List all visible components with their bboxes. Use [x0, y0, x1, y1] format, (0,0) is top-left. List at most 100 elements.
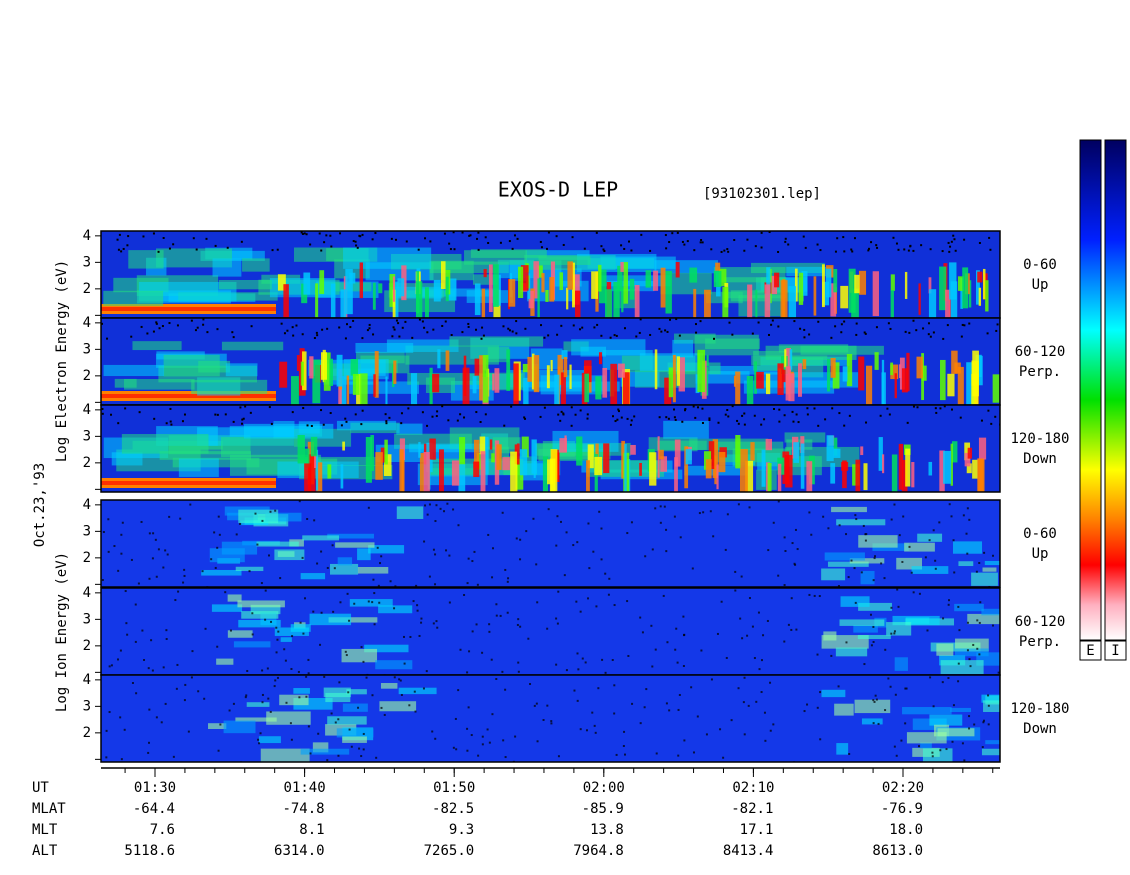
- spectral-patch: [396, 423, 423, 435]
- noise-dot: [418, 634, 421, 637]
- noise-dot: [401, 326, 404, 329]
- spectral-patch: [336, 420, 397, 431]
- noise-dot: [946, 324, 949, 327]
- noise-dot: [353, 602, 356, 605]
- colorbar-label: E: [1086, 643, 1094, 659]
- spectral-streak: [329, 358, 333, 387]
- noise-dot: [847, 576, 850, 579]
- noise-dot: [736, 419, 739, 422]
- noise-dot: [248, 570, 251, 573]
- spectral-streak: [957, 276, 964, 291]
- spectral-streak: [954, 362, 961, 374]
- spectral-streak: [617, 363, 625, 378]
- noise-dot: [875, 698, 878, 701]
- spectral-streak: [365, 436, 372, 483]
- spectral-streak: [826, 435, 834, 462]
- noise-dot: [658, 327, 661, 330]
- noise-dot: [555, 544, 558, 547]
- noise-dot: [674, 648, 677, 651]
- spectral-streak: [992, 374, 1000, 403]
- noise-dot: [502, 739, 505, 742]
- spectral-patch: [409, 443, 486, 453]
- spectral-streak: [437, 349, 441, 369]
- spectral-streak: [860, 446, 864, 456]
- noise-dot: [968, 715, 971, 718]
- noise-dot: [148, 577, 151, 580]
- noise-dot: [191, 650, 194, 653]
- noise-dot: [403, 662, 406, 665]
- spectral-streak: [515, 458, 524, 490]
- spectral-streak: [621, 286, 624, 313]
- noise-dot: [748, 597, 751, 600]
- spectral-streak: [380, 447, 386, 463]
- noise-dot: [746, 634, 749, 637]
- noise-dot: [892, 236, 895, 239]
- spectral-streak: [901, 368, 908, 393]
- spectral-streak: [863, 463, 868, 491]
- noise-dot: [513, 234, 516, 237]
- time-label: 01:50: [433, 780, 475, 796]
- noise-dot: [816, 706, 819, 709]
- noise-dot: [855, 322, 858, 325]
- spectral-streak: [502, 457, 510, 471]
- spectral-streak: [854, 274, 860, 294]
- noise-dot: [533, 704, 536, 707]
- noise-dot: [404, 320, 407, 323]
- noise-dot: [791, 542, 794, 545]
- orbit-value: 17.1: [740, 822, 774, 838]
- noise-dot: [155, 575, 158, 578]
- spectral-streak: [890, 362, 894, 376]
- noise-dot: [216, 546, 219, 549]
- noise-dot: [473, 550, 476, 553]
- noise-dot: [730, 719, 733, 722]
- noise-dot: [266, 667, 269, 670]
- noise-dot: [434, 583, 437, 586]
- spectral-patch: [663, 420, 709, 439]
- spectral-streak: [629, 278, 635, 300]
- noise-dot: [853, 237, 856, 240]
- noise-dot: [695, 331, 698, 334]
- time-label: 01:40: [284, 780, 326, 796]
- spectral-streak: [802, 359, 807, 370]
- noise-dot: [628, 240, 631, 243]
- y-tick-label: 4: [83, 497, 91, 513]
- noise-dot: [987, 704, 990, 707]
- row-label: MLAT: [32, 801, 66, 817]
- noise-dot: [239, 406, 242, 409]
- noise-dot: [131, 681, 134, 684]
- noise-dot: [542, 718, 545, 721]
- noise-dot: [903, 248, 906, 251]
- noise-dot: [393, 607, 396, 610]
- spectral-streak: [315, 283, 319, 318]
- noise-dot: [830, 336, 833, 339]
- noise-dot: [766, 619, 769, 622]
- pitch-angle-label: 0-60: [1023, 257, 1057, 273]
- orbit-value: -82.5: [432, 801, 474, 817]
- noise-dot: [202, 318, 205, 321]
- spectral-streak: [708, 441, 715, 469]
- noise-dot: [468, 650, 471, 653]
- noise-dot: [987, 694, 990, 697]
- noise-dot: [654, 507, 657, 510]
- spectral-streak: [397, 278, 405, 297]
- spectral-streak: [718, 268, 727, 287]
- spectral-streak: [291, 376, 299, 405]
- colorbar-label-box: [1079, 640, 1102, 661]
- noise-dot: [377, 584, 380, 587]
- noise-dot: [393, 676, 396, 679]
- spectral-streak: [393, 360, 397, 384]
- noise-dot: [454, 717, 457, 720]
- noise-dot: [135, 692, 138, 695]
- noise-dot: [298, 696, 301, 699]
- noise-dot: [101, 579, 104, 582]
- noise-dot: [165, 638, 168, 641]
- noise-dot: [456, 419, 459, 422]
- noise-dot: [778, 420, 781, 423]
- noise-dot: [660, 330, 663, 333]
- noise-dot: [447, 419, 450, 422]
- noise-dot: [481, 326, 484, 329]
- noise-dot: [942, 337, 945, 340]
- noise-dot: [942, 617, 945, 620]
- spectral-streak: [977, 271, 983, 283]
